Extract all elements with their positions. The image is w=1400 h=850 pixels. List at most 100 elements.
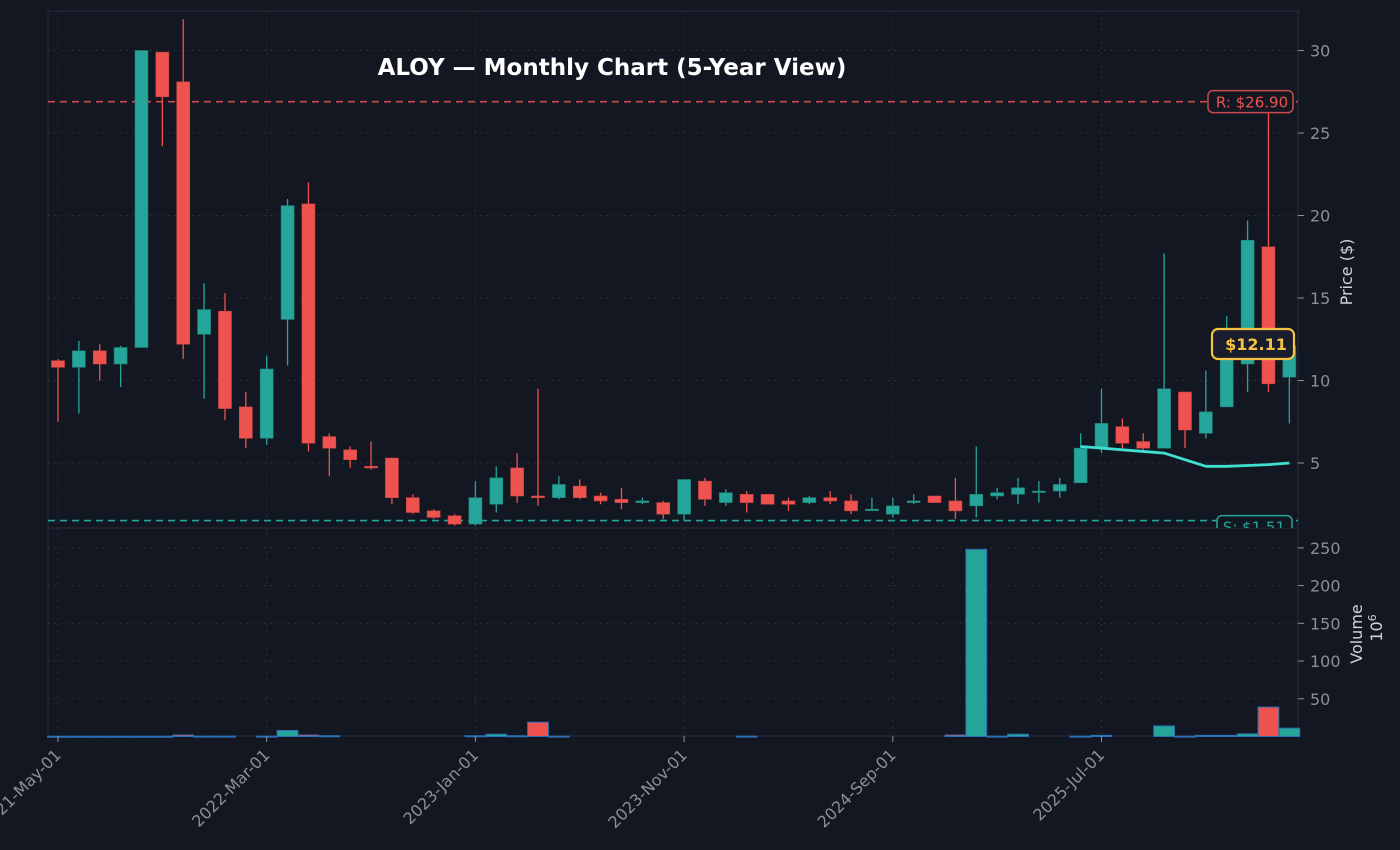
candle <box>1032 481 1046 503</box>
candle <box>92 344 107 381</box>
volume-bar <box>1069 735 1092 738</box>
candle <box>844 494 858 515</box>
candle <box>552 476 566 500</box>
date-tick-label: 2024-Sep-01 <box>814 745 900 831</box>
candle <box>72 340 86 414</box>
volume-scale-label: 106 <box>1366 614 1386 641</box>
candle <box>259 355 274 445</box>
candle <box>698 477 712 506</box>
volume-bar <box>1174 735 1196 738</box>
candle <box>447 514 462 526</box>
support-label: S: $1.51 <box>1223 519 1285 537</box>
candle <box>1011 477 1025 505</box>
resistance-label: R: $26.90 <box>1216 94 1288 112</box>
candle <box>176 19 191 360</box>
candle <box>197 283 211 399</box>
resistance-label-box <box>1207 89 1294 114</box>
volume-bar <box>67 735 90 738</box>
grid-lines <box>48 11 1298 736</box>
volume-tick-label: 250 <box>1310 539 1341 558</box>
candle <box>885 497 900 518</box>
date-tick-label: 2021-May-01 <box>0 745 65 833</box>
volume-tick-label: 150 <box>1310 614 1341 633</box>
last-price-label: $12.11 <box>1225 335 1287 354</box>
volume-bar <box>151 735 174 738</box>
candle <box>1052 477 1067 498</box>
candle <box>218 293 232 421</box>
candle <box>781 497 796 511</box>
candle <box>385 457 399 505</box>
volume-bar <box>485 733 508 738</box>
volume-bar <box>527 721 549 737</box>
volume-bar <box>1194 734 1217 737</box>
price-labels: R: $26.90 S: $1.51 $12.11 <box>1207 89 1296 537</box>
candle <box>865 497 879 512</box>
candle <box>405 494 420 515</box>
price-tick-label: 25 <box>1310 124 1330 143</box>
volume-bar <box>193 735 215 738</box>
price-tick-label: 10 <box>1310 372 1330 391</box>
candle <box>802 496 817 505</box>
candle <box>364 441 378 470</box>
candle <box>948 477 963 520</box>
candle <box>635 497 650 505</box>
candle <box>1157 253 1171 449</box>
price-tick-label: 20 <box>1310 207 1330 226</box>
volume-bar <box>547 735 570 738</box>
candle <box>510 453 524 503</box>
price-tick-label: 30 <box>1310 42 1330 61</box>
candle <box>531 388 545 506</box>
volume-bar <box>88 735 111 738</box>
last-price-box <box>1210 327 1296 361</box>
volume-bar <box>214 735 236 738</box>
candle <box>572 479 587 500</box>
date-tick-label: 2022-Mar-01 <box>188 745 273 830</box>
candle <box>677 479 691 521</box>
candle <box>927 495 942 503</box>
candle <box>906 494 921 505</box>
chart-title: ALOY — Monthly Chart (5-Year View) <box>378 55 847 81</box>
volume-bar <box>1153 725 1176 738</box>
price-axis-title: Price ($) <box>1337 239 1356 306</box>
volume-axis-title: Volume <box>1347 604 1366 664</box>
volume-bars <box>47 548 1301 738</box>
candle <box>656 500 671 520</box>
candle <box>593 492 608 505</box>
candles <box>51 19 1297 526</box>
candle <box>739 491 754 513</box>
volume-bar <box>986 735 1009 738</box>
volume-bar <box>1215 734 1238 737</box>
volume-tick-label: 50 <box>1310 690 1330 709</box>
volume-bar <box>297 734 320 738</box>
candle <box>1073 433 1088 484</box>
candle <box>280 199 295 366</box>
volume-bar <box>944 734 967 738</box>
volume-tick-label: 200 <box>1310 577 1341 596</box>
support-resistance-lines <box>48 100 1298 522</box>
support-label-box <box>1216 514 1293 528</box>
candle <box>468 481 483 526</box>
volume-bar <box>172 734 195 738</box>
volume-pane <box>47 527 1299 737</box>
volume-bar <box>130 735 153 738</box>
candle <box>1178 391 1192 449</box>
price-tick-label: 5 <box>1310 454 1320 473</box>
candle <box>823 491 837 505</box>
volume-bar <box>506 735 529 738</box>
price-pane <box>47 10 1299 529</box>
volume-bar <box>1257 706 1280 738</box>
candle <box>343 446 357 468</box>
candle <box>322 433 337 477</box>
candle <box>760 494 775 505</box>
volume-bar <box>1278 727 1301 737</box>
candle <box>969 446 984 518</box>
candle <box>426 509 441 520</box>
volume-tick-label: 100 <box>1310 652 1341 671</box>
volume-bar <box>735 735 758 738</box>
candle <box>51 359 65 422</box>
date-tick-label: 2023-Jan-01 <box>399 745 482 828</box>
candle <box>155 51 170 147</box>
candle <box>239 392 253 449</box>
date-tick-label: 2023-Nov-01 <box>604 745 691 832</box>
